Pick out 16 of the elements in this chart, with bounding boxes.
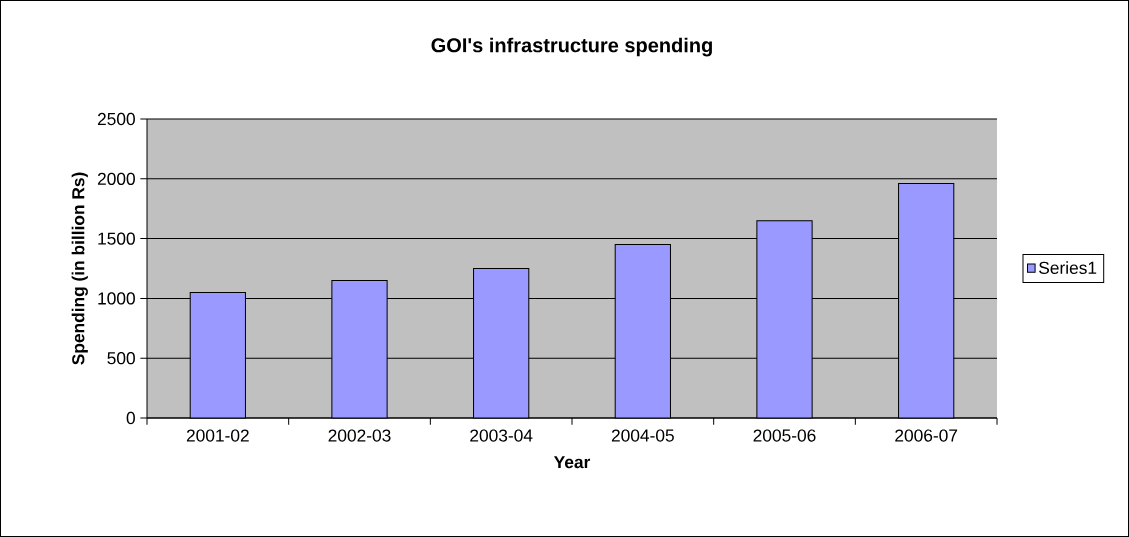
y-tick-label: 0 [126,411,135,425]
y-tick-label: 2000 [97,172,135,185]
x-axis-title: Year [553,456,591,469]
x-tick-label: 2005-06 [753,429,816,442]
y-tick-label: 500 [107,352,135,365]
chart-title: GOI's infrastructure spending [431,37,712,57]
y-tick-label: 1000 [98,292,135,305]
x-tick-label: 2006-07 [895,429,958,442]
y-axis-title: Spending (in billion Rs) [71,172,88,365]
legend-label: Series1 [1039,261,1097,274]
y-tick-label: 2500 [97,112,135,126]
y-tick-label: 1500 [98,232,135,245]
x-tick-label: 2003-04 [470,429,533,442]
x-tick-label: 2002-03 [328,429,391,442]
x-tick-label: 2001-02 [186,429,249,442]
x-tick-label: 2004-05 [611,429,674,442]
